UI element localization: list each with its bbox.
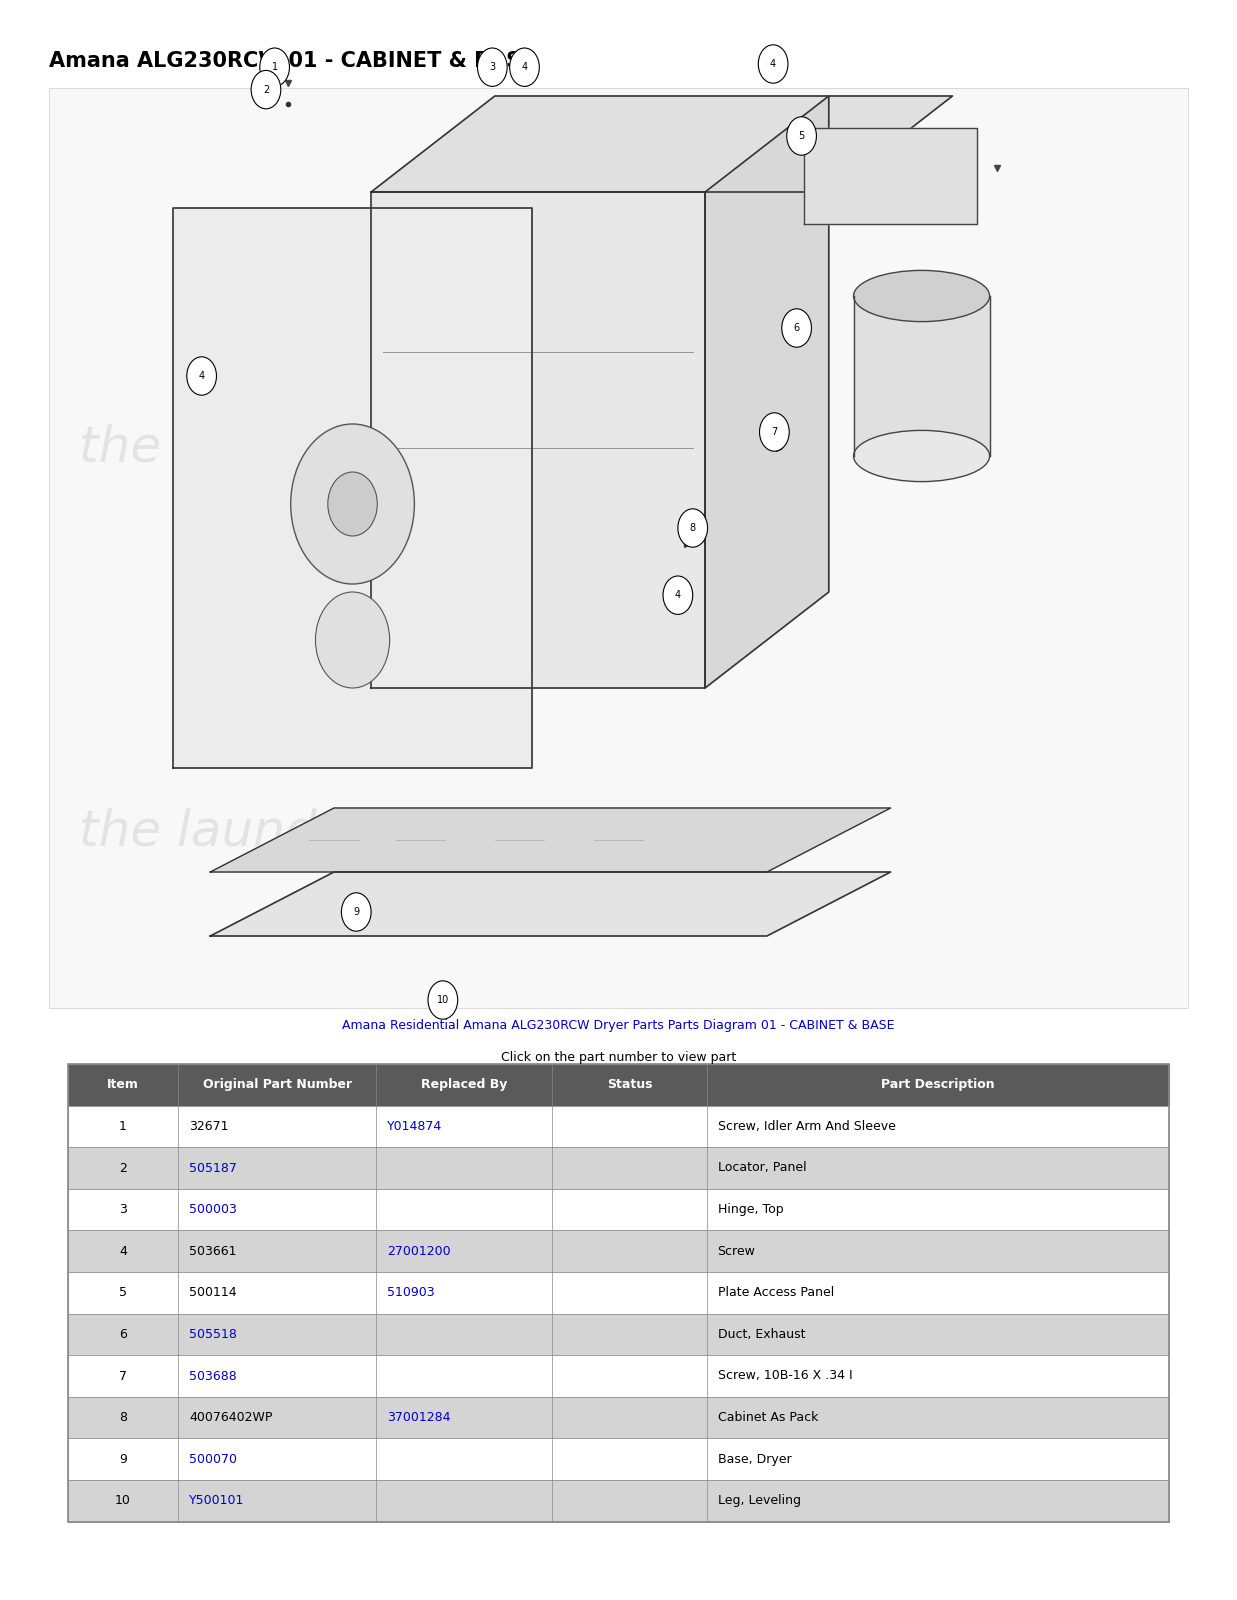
Text: Y014874: Y014874	[387, 1120, 443, 1133]
Polygon shape	[495, 96, 829, 688]
Ellipse shape	[854, 270, 990, 322]
Text: 503661: 503661	[189, 1245, 236, 1258]
Text: 6: 6	[794, 323, 799, 333]
Text: 10: 10	[437, 995, 449, 1005]
Text: 4: 4	[199, 371, 204, 381]
Text: Locator, Panel: Locator, Panel	[717, 1162, 807, 1174]
Text: 9: 9	[354, 907, 359, 917]
Text: Amana ALG230RCW 01 - CABINET & BASE: Amana ALG230RCW 01 - CABINET & BASE	[49, 51, 536, 70]
Polygon shape	[371, 96, 952, 192]
Text: Plate Access Panel: Plate Access Panel	[717, 1286, 834, 1299]
Circle shape	[663, 576, 693, 614]
Text: 4: 4	[675, 590, 680, 600]
Circle shape	[477, 48, 507, 86]
Text: Screw, 10B-16 X .34 I: Screw, 10B-16 X .34 I	[717, 1370, 852, 1382]
Text: Y500101: Y500101	[189, 1494, 245, 1507]
Text: 505187: 505187	[189, 1162, 238, 1174]
Circle shape	[428, 981, 458, 1019]
Circle shape	[251, 70, 281, 109]
Text: 2: 2	[262, 85, 270, 94]
Text: 7: 7	[771, 427, 778, 437]
Circle shape	[760, 413, 789, 451]
Text: 1: 1	[119, 1120, 127, 1133]
Text: Status: Status	[607, 1078, 652, 1091]
FancyBboxPatch shape	[68, 1064, 1169, 1106]
Text: 27001200: 27001200	[387, 1245, 452, 1258]
Text: Base, Dryer: Base, Dryer	[717, 1453, 792, 1466]
Text: 10: 10	[115, 1494, 131, 1507]
Text: 505518: 505518	[189, 1328, 238, 1341]
Circle shape	[341, 893, 371, 931]
Text: Leg, Leveling: Leg, Leveling	[717, 1494, 800, 1507]
FancyBboxPatch shape	[68, 1106, 1169, 1147]
Text: 8: 8	[119, 1411, 127, 1424]
Circle shape	[787, 117, 816, 155]
Text: 5: 5	[119, 1286, 127, 1299]
Text: Duct, Exhaust: Duct, Exhaust	[717, 1328, 805, 1341]
Polygon shape	[371, 192, 705, 688]
Text: 37001284: 37001284	[387, 1411, 450, 1424]
Circle shape	[260, 48, 289, 86]
Text: 40076402WP: 40076402WP	[189, 1411, 272, 1424]
Polygon shape	[210, 808, 891, 872]
Text: Screw, Idler Arm And Sleeve: Screw, Idler Arm And Sleeve	[717, 1120, 896, 1133]
Text: Part Description: Part Description	[881, 1078, 995, 1091]
Circle shape	[315, 592, 390, 688]
Polygon shape	[173, 208, 532, 768]
Text: 503688: 503688	[189, 1370, 238, 1382]
Text: Original Part Number: Original Part Number	[203, 1078, 351, 1091]
Text: 8: 8	[690, 523, 695, 533]
Circle shape	[328, 472, 377, 536]
Text: Amana Residential Amana ALG230RCW Dryer Parts Parts Diagram 01 - CABINET & BASE: Amana Residential Amana ALG230RCW Dryer …	[343, 1019, 894, 1032]
Text: 3: 3	[490, 62, 495, 72]
Text: 500003: 500003	[189, 1203, 238, 1216]
Circle shape	[758, 45, 788, 83]
FancyBboxPatch shape	[68, 1314, 1169, 1355]
Text: Cabinet As Pack: Cabinet As Pack	[717, 1411, 818, 1424]
Ellipse shape	[854, 430, 990, 482]
Text: Hinge, Top: Hinge, Top	[717, 1203, 783, 1216]
Polygon shape	[804, 128, 977, 224]
Circle shape	[187, 357, 216, 395]
Circle shape	[291, 424, 414, 584]
Text: 2: 2	[119, 1162, 127, 1174]
Text: the laundry company®: the laundry company®	[79, 808, 663, 856]
Text: the laundry company®: the laundry company®	[79, 424, 663, 472]
Polygon shape	[210, 872, 891, 936]
Text: 7: 7	[119, 1370, 127, 1382]
FancyBboxPatch shape	[49, 88, 1188, 1008]
FancyBboxPatch shape	[68, 1438, 1169, 1480]
Text: 6: 6	[119, 1328, 127, 1341]
Text: 4: 4	[522, 62, 527, 72]
Text: 5: 5	[798, 131, 805, 141]
Text: 500070: 500070	[189, 1453, 238, 1466]
Text: Item: Item	[108, 1078, 139, 1091]
Text: Screw: Screw	[717, 1245, 756, 1258]
FancyBboxPatch shape	[68, 1397, 1169, 1438]
Circle shape	[678, 509, 708, 547]
Text: 1: 1	[272, 62, 277, 72]
Polygon shape	[705, 96, 829, 688]
Circle shape	[510, 48, 539, 86]
Text: 510903: 510903	[387, 1286, 435, 1299]
Text: 3: 3	[119, 1203, 127, 1216]
FancyBboxPatch shape	[68, 1355, 1169, 1397]
Text: 4: 4	[771, 59, 776, 69]
FancyBboxPatch shape	[68, 1272, 1169, 1314]
FancyBboxPatch shape	[68, 1230, 1169, 1272]
Text: Replaced By: Replaced By	[421, 1078, 507, 1091]
FancyBboxPatch shape	[68, 1147, 1169, 1189]
Text: 500114: 500114	[189, 1286, 236, 1299]
FancyBboxPatch shape	[68, 1189, 1169, 1230]
Text: 32671: 32671	[189, 1120, 229, 1133]
Text: Click on the part number to view part: Click on the part number to view part	[501, 1051, 736, 1064]
Circle shape	[782, 309, 811, 347]
Text: 9: 9	[119, 1453, 127, 1466]
Text: 4: 4	[119, 1245, 127, 1258]
FancyBboxPatch shape	[68, 1480, 1169, 1522]
